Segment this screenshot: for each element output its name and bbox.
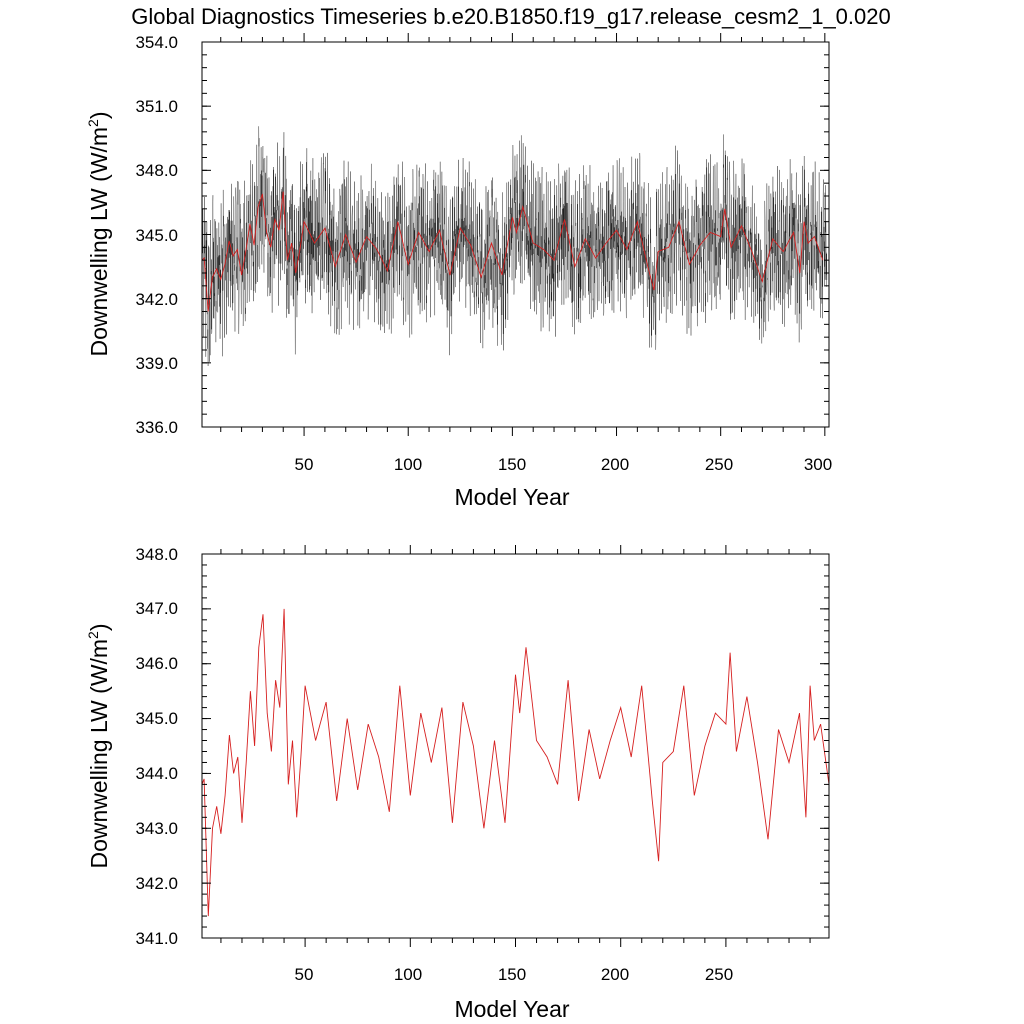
bottom-x-tick-label: 150 bbox=[498, 965, 526, 984]
top-plot-lines bbox=[201, 126, 828, 367]
bottom-x-tick-label: 200 bbox=[601, 965, 629, 984]
top-y-tick-label: 354.0 bbox=[135, 33, 178, 52]
bottom-y-tick-label: 346.0 bbox=[135, 654, 178, 673]
top-y-tick-label: 348.0 bbox=[135, 161, 178, 180]
top-x-tick-label: 250 bbox=[705, 455, 733, 474]
bottom-x-axis-label: Model Year bbox=[454, 996, 569, 1022]
bottom-x-tick-label: 250 bbox=[705, 965, 733, 984]
monthly-series-line bbox=[201, 126, 828, 367]
top-x-tick-labels: 50 100 150 200 250 300 bbox=[295, 455, 833, 474]
top-y-tick-label: 339.0 bbox=[135, 354, 178, 373]
top-x-tick-label: 300 bbox=[804, 455, 832, 474]
bottom-x-tick-labels: 50 100 150 200 250 bbox=[295, 965, 734, 984]
top-axis-ticks bbox=[202, 33, 829, 436]
top-y-tick-labels: 336.0 339.0 342.0 345.0 348.0 351.0 354.… bbox=[135, 33, 178, 437]
chart-title: Global Diagnostics Timeseries b.e20.B185… bbox=[131, 4, 890, 29]
bottom-y-tick-label: 342.0 bbox=[135, 874, 178, 893]
bottom-y-axis-label: Downwelling LW (W/m2) bbox=[85, 623, 112, 868]
top-x-axis-label: Model Year bbox=[454, 484, 569, 510]
bottom-y-tick-label: 341.0 bbox=[135, 929, 178, 948]
top-y-axis-label: Downwelling LW (W/m2) bbox=[85, 111, 112, 356]
top-x-tick-label: 200 bbox=[601, 455, 629, 474]
top-x-tick-label: 50 bbox=[295, 455, 314, 474]
annual-mean-line bbox=[201, 608, 830, 917]
top-y-tick-label: 336.0 bbox=[135, 418, 178, 437]
top-panel: 336.0 339.0 342.0 345.0 348.0 351.0 354.… bbox=[85, 33, 832, 510]
top-y-tick-label: 342.0 bbox=[135, 290, 178, 309]
bottom-y-tick-label: 345.0 bbox=[135, 709, 178, 728]
top-x-tick-label: 100 bbox=[394, 455, 422, 474]
bottom-panel: 341.0 342.0 343.0 344.0 345.0 346.0 347.… bbox=[85, 545, 830, 1022]
bottom-x-tick-label: 100 bbox=[394, 965, 422, 984]
bottom-y-tick-label: 344.0 bbox=[135, 764, 178, 783]
bottom-x-tick-label: 50 bbox=[295, 965, 314, 984]
bottom-plot-frame bbox=[201, 553, 830, 939]
bottom-y-tick-label: 343.0 bbox=[135, 819, 178, 838]
bottom-y-tick-label: 348.0 bbox=[135, 545, 178, 564]
bottom-plot-lines bbox=[201, 608, 830, 917]
top-x-tick-label: 150 bbox=[498, 455, 526, 474]
bottom-y-tick-label: 347.0 bbox=[135, 599, 178, 618]
bottom-axis-ticks bbox=[202, 545, 829, 947]
bottom-y-tick-labels: 341.0 342.0 343.0 344.0 345.0 346.0 347.… bbox=[135, 545, 178, 948]
annual-mean-line bbox=[201, 191, 824, 312]
top-y-tick-label: 351.0 bbox=[135, 97, 178, 116]
top-y-tick-label: 345.0 bbox=[135, 226, 178, 245]
